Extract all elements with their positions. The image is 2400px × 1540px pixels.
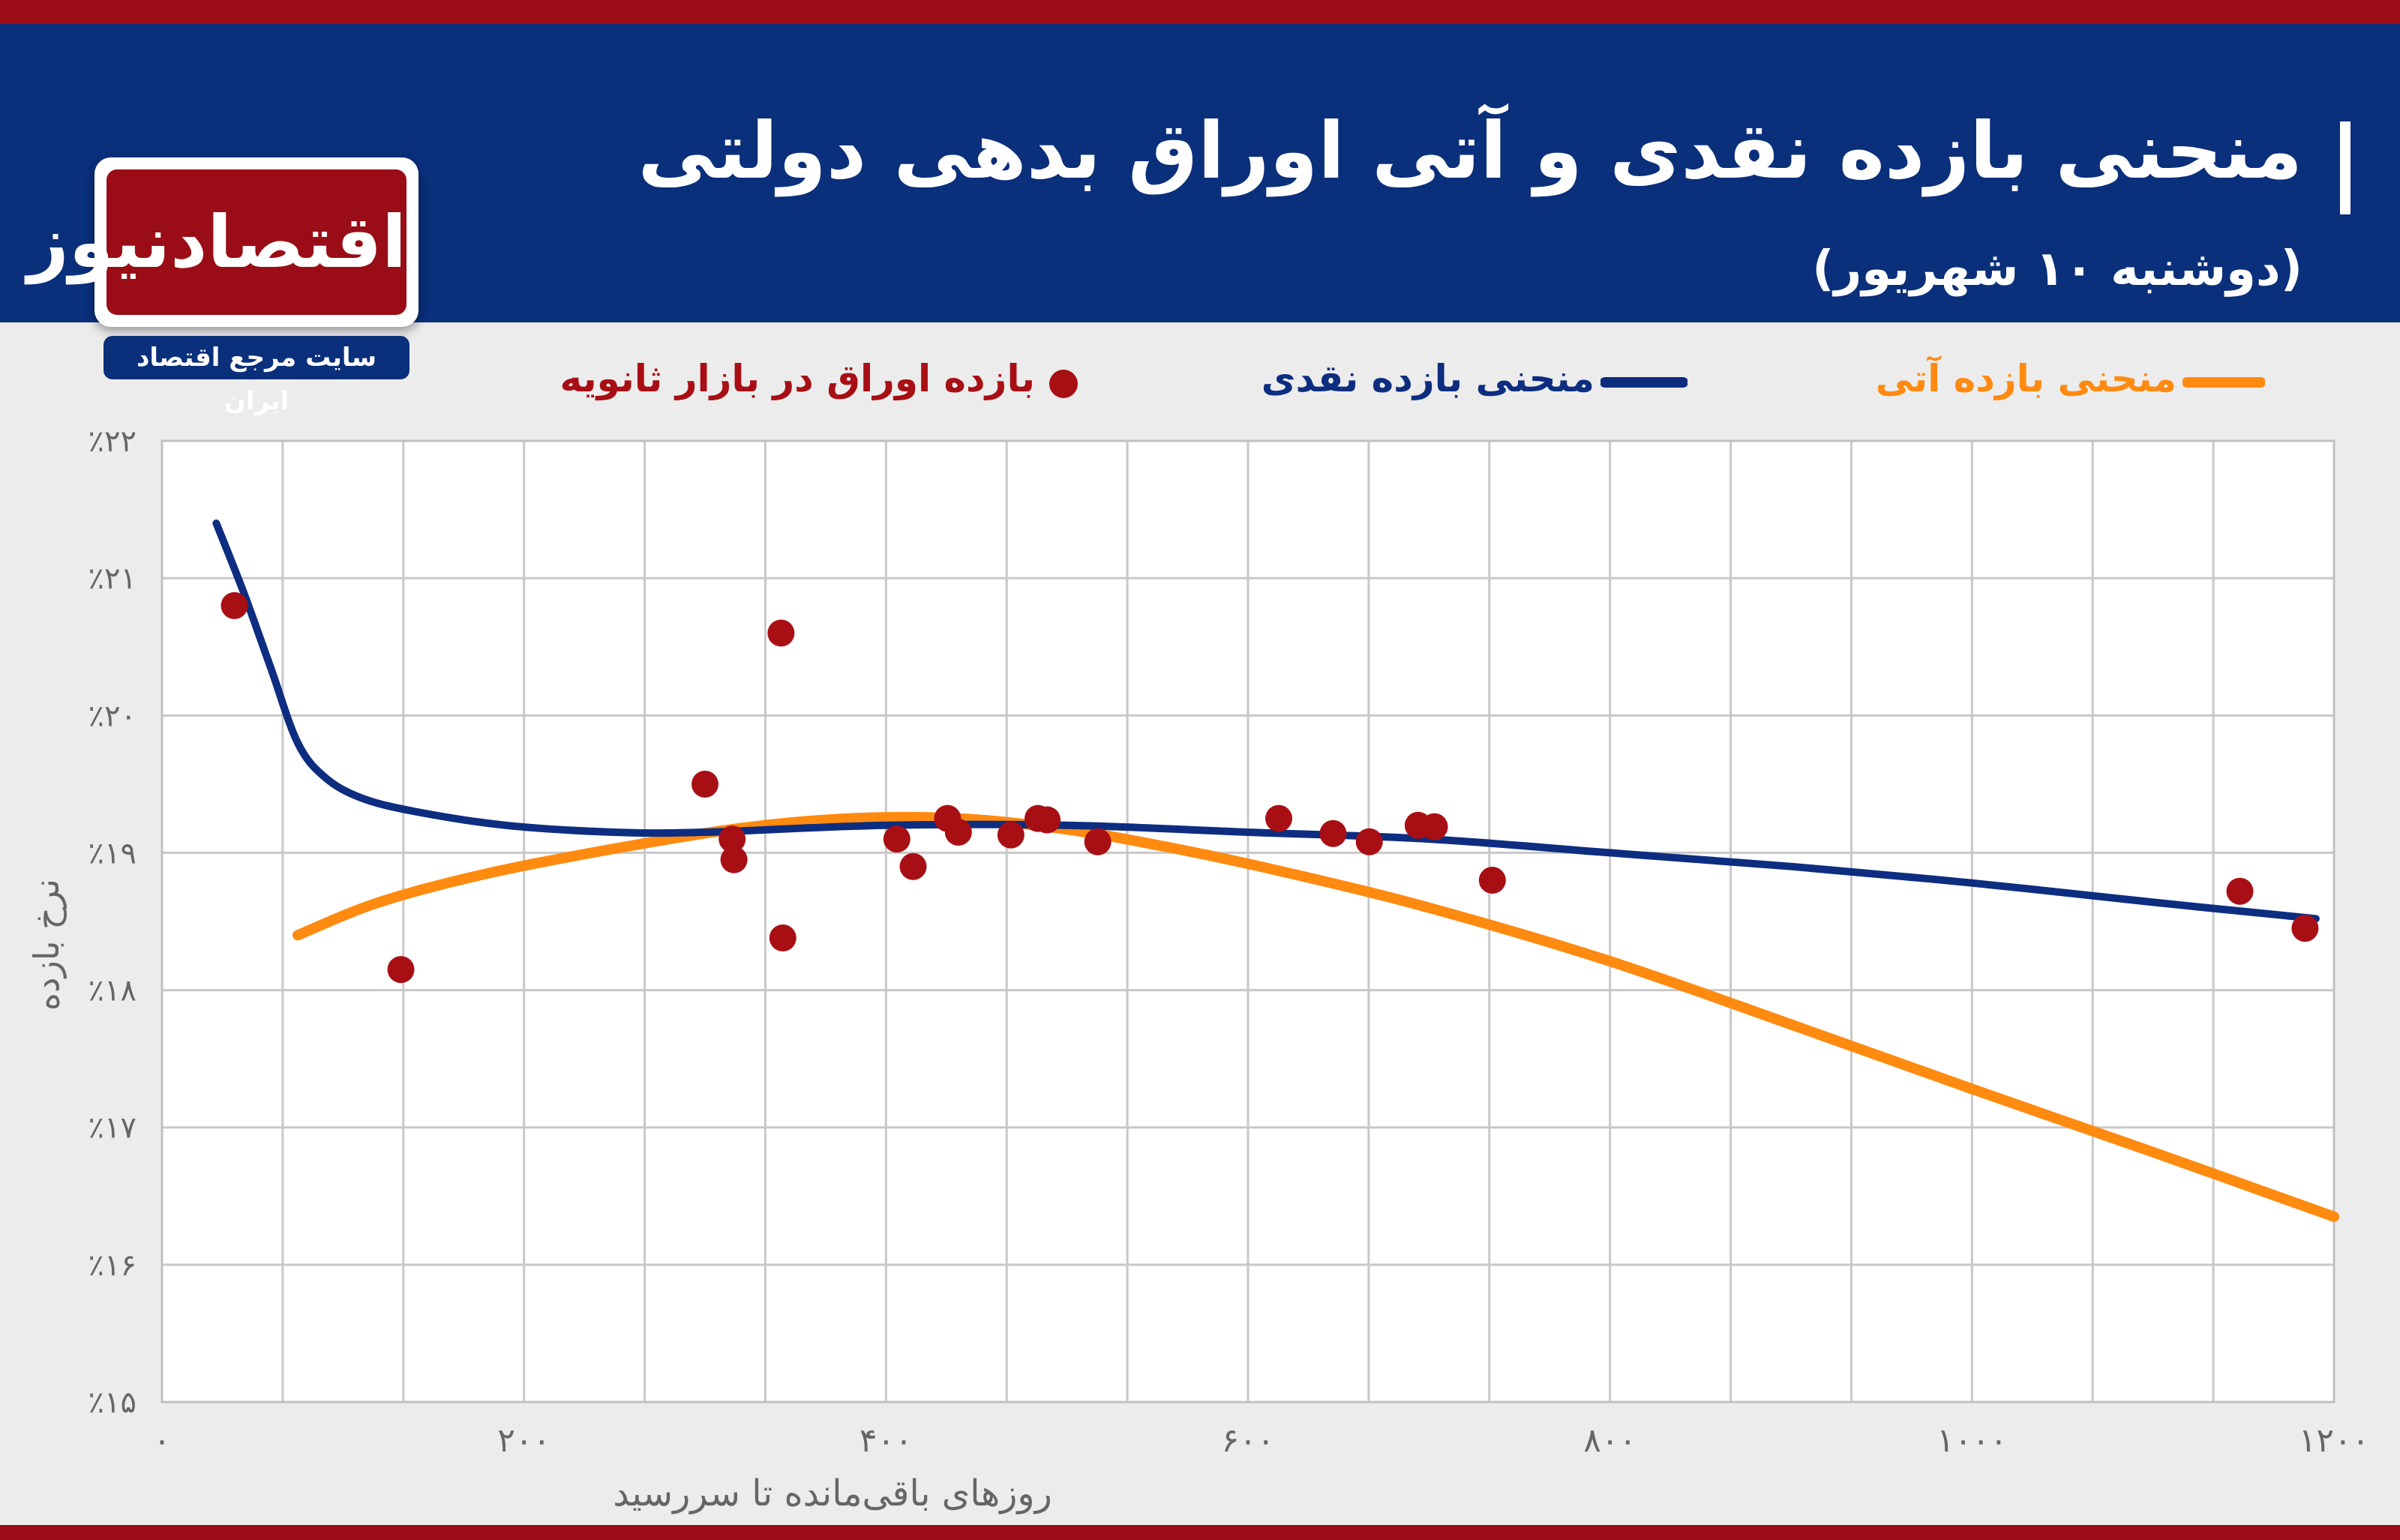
x-tick-label: ۱۲۰۰	[2299, 1422, 2370, 1460]
y-tick-label: ٪۱۹	[88, 836, 136, 870]
data-point	[2291, 915, 2319, 942]
data-point	[1319, 819, 1347, 847]
data-point	[2226, 877, 2254, 905]
y-tick-label: ٪۱۶	[88, 1248, 136, 1283]
legend-item-spot: منحنی بازده نقدی	[1260, 352, 1688, 412]
legend-item-forward: منحنی بازده آتی	[1860, 352, 2265, 412]
data-point	[1084, 828, 1112, 855]
data-point	[718, 825, 746, 853]
y-tick-label: ٪۱۷	[88, 1111, 136, 1146]
legend-label-forward: منحنی بازده آتی	[1875, 357, 2176, 400]
x-tick-label: ۶۰۰	[1222, 1422, 1275, 1460]
legend-swatch-forward	[2182, 377, 2265, 388]
data-point	[769, 924, 796, 951]
plot-frame	[160, 439, 2336, 1404]
chart-legend: منحنی بازده آتی منحنی بازده نقدی بازده ا…	[0, 352, 2400, 412]
data-point	[1355, 828, 1383, 855]
x-tick-label: ۸۰۰	[1583, 1422, 1636, 1460]
data-point	[767, 619, 795, 647]
legend-swatch-spot	[1600, 377, 1688, 388]
x-axis-label: روزهای باقی‌مانده تا سررسید	[613, 1473, 1052, 1515]
data-point	[1034, 806, 1061, 834]
series-forward-line	[292, 811, 2339, 1222]
y-tick-label: ٪۱۸	[88, 974, 136, 1008]
chart-grid	[160, 439, 2336, 1404]
y-axis-ticks: ٪۱۵ ٪۱۶ ٪۱۷ ٪۱۸ ٪۱۹ ٪۲۰ ٪۲۱ ٪۲۲	[88, 424, 136, 1420]
x-tick-label: ۰	[153, 1422, 171, 1460]
bottom-accent-bar	[0, 1525, 2400, 1540]
brand-logo-text: اقتصادنیوز	[27, 169, 406, 315]
data-point	[997, 821, 1024, 849]
title-accent-bar	[2340, 121, 2350, 214]
y-tick-label: ٪۲۰	[88, 699, 136, 733]
data-point	[387, 956, 415, 984]
x-tick-label: ۲۰۰	[497, 1422, 550, 1460]
brand-tagline: سایت مرجع اقتصاد ایران	[104, 336, 410, 416]
data-point	[1478, 867, 1506, 894]
x-tick-label: ۱۰۰۰	[1936, 1422, 2008, 1460]
x-tick-label: ۴۰۰	[860, 1422, 913, 1460]
x-axis-ticks: ۰ ۲۰۰ ۴۰۰ ۶۰۰ ۸۰۰ ۱۰۰۰ ۱۲۰۰	[153, 1422, 2369, 1460]
data-point	[899, 852, 927, 880]
y-axis-label: نرخ بازده	[26, 879, 68, 1011]
legend-swatch-points	[1049, 370, 1078, 398]
legend-label-spot: منحنی بازده نقدی	[1261, 357, 1594, 400]
y-tick-label: ٪۱۵	[88, 1386, 136, 1420]
page-subtitle: (دوشنبه ۱۰ شهریور)	[1812, 241, 2302, 297]
legend-label-points: بازده اوراق در بازار ثانویه	[560, 357, 1035, 400]
data-point	[692, 770, 718, 798]
data-point	[220, 592, 248, 619]
data-point	[944, 818, 972, 846]
data-point	[1265, 804, 1293, 832]
data-point	[1420, 813, 1448, 840]
data-point	[883, 825, 910, 853]
y-tick-label: ٪۲۱	[88, 562, 136, 596]
chart-series	[212, 519, 2339, 1222]
brand-logo: اقتصادنیوز	[27, 157, 418, 327]
y-tick-label: ٪۲۲	[88, 424, 136, 459]
data-point	[720, 846, 748, 873]
legend-item-points: بازده اوراق در بازار ثانویه	[560, 352, 1080, 412]
page-title: منحنی بازده نقدی و آتی اوراق بدهی دولتی	[638, 105, 2303, 196]
